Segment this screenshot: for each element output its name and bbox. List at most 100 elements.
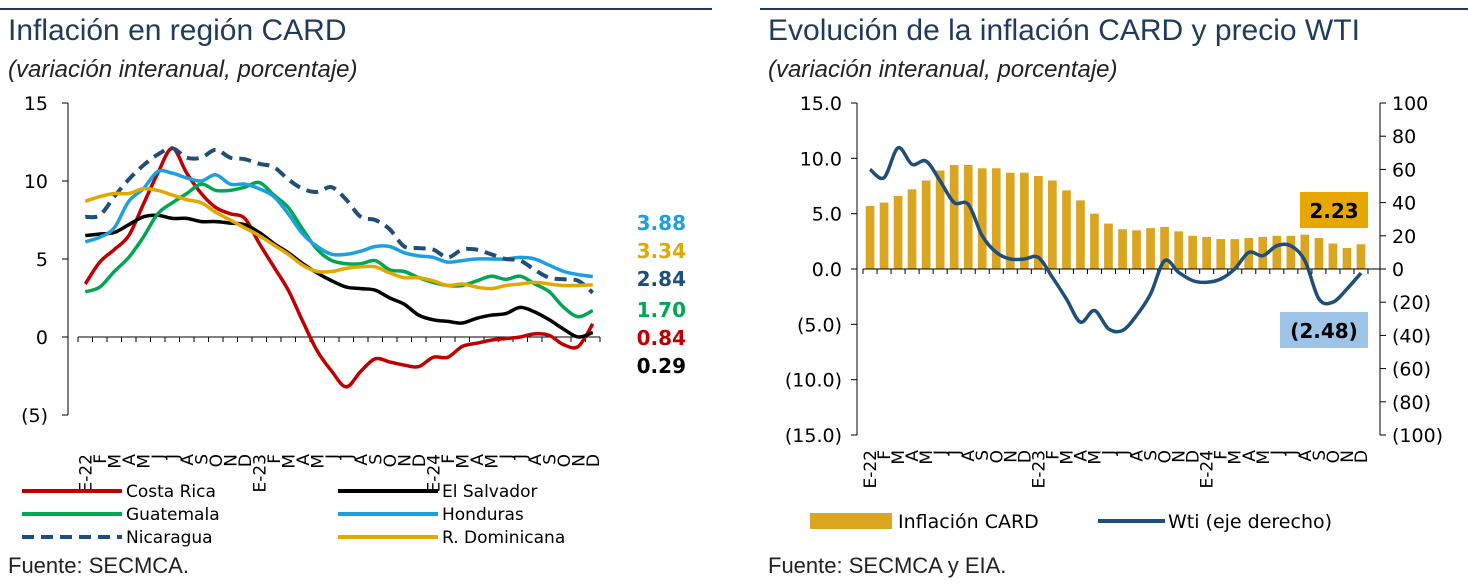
x-tick-label: J [163,454,183,460]
bar-inflacion-card [1062,190,1071,269]
right-y-tick-label: (80) [1392,392,1431,414]
bar-inflacion-card [865,205,875,269]
x-tick-label: A [1128,450,1148,462]
right-y-tick-label: (100) [1392,425,1443,447]
x-tick-label: A [1240,450,1260,462]
bar-inflacion-card [1020,172,1029,269]
x-tick-label: O [555,454,575,467]
bar-inflacion-card [1356,244,1366,269]
series-end-label: 3.88 [637,211,686,235]
y-tick-label: 15 [24,93,48,115]
bar-inflacion-card [1132,230,1141,269]
x-tick-label: O [207,454,227,467]
legend-label: Guatemala [126,505,220,525]
left-y-tick-label: 0.0 [812,259,842,281]
bar-inflacion-card [1314,238,1324,269]
x-tick-label: N [1001,450,1021,463]
x-tick-label: S [540,454,560,465]
bar-inflacion-card [1048,180,1057,269]
bar-inflacion-card [1300,234,1310,269]
x-tick-label: A [526,454,546,466]
x-tick-label: D [1184,450,1204,463]
bar-inflacion-card [1090,213,1099,269]
x-tick-label: E-23 [1029,450,1049,489]
right-y-tick-label: 20 [1392,226,1416,248]
right-y-tick-label: 60 [1392,159,1416,181]
right-y-tick-label: (20) [1392,292,1431,314]
legend-label: R. Dominicana [442,528,565,548]
x-tick-label: A [468,454,488,466]
x-tick-label: M [134,454,154,469]
x-tick-label: M [917,450,937,465]
x-tick-label: M [279,454,299,469]
x-tick-label: F [265,454,285,464]
x-tick-label: O [1156,450,1176,463]
x-tick-label: N [1170,450,1190,463]
right-panel: Evolución de la inflación CARD y precio … [760,0,1468,586]
x-tick-label: M [1254,450,1274,465]
left-y-tick-label: (15.0) [785,425,842,447]
series-line-guatemala [84,180,594,319]
left-y-tick-label: (10.0) [785,370,842,392]
bar-inflacion-card [1202,236,1211,269]
x-tick-label: F [875,450,895,460]
x-tick-label: S [1142,450,1162,461]
x-tick-label: S [1310,450,1330,461]
x-tick-label: D [1352,450,1372,463]
x-tick-label: J [931,450,951,456]
bar-inflacion-card [1342,248,1352,269]
title-rule [0,8,712,10]
x-tick-label: M [1057,450,1077,465]
bar-inflacion-card [1034,176,1043,269]
left-chart-subtitle: (variación interanual, porcentaje) [8,56,358,83]
x-tick-label: M [1226,450,1246,465]
series-line-wti [868,146,1363,334]
x-tick-label: N [569,454,589,467]
right-chart-subtitle: (variación interanual, porcentaje) [768,56,1118,83]
bar-inflacion-card [935,170,945,269]
right-y-tick-label: (60) [1392,359,1431,381]
series-line-r-dominicana [84,186,593,291]
series-end-label: 2.84 [637,267,686,291]
series-end-label: 0.84 [637,326,686,350]
x-tick-label: E-24 [424,454,444,493]
x-tick-label: O [381,454,401,467]
left-source-note: Fuente: SECMCA. [8,553,189,578]
x-tick-label: F [1212,450,1232,460]
y-tick-label: 5 [36,249,48,271]
bar-inflacion-card [921,180,931,269]
bar-inflacion-card [1286,235,1296,269]
x-tick-label: F [439,454,459,464]
x-tick-label: S [973,450,993,461]
x-tick-label: N [395,454,415,467]
bar-inflacion-card [1104,223,1113,269]
series-line-nicaragua [85,146,595,295]
x-tick-label: J [497,454,517,460]
x-tick-label: A [352,454,372,466]
bar-end-label: 2.23 [1309,199,1358,223]
bar-inflacion-card [1118,229,1127,269]
x-tick-label: M [453,454,473,469]
bar-inflacion-card [1216,239,1226,269]
right-y-tick-label: 80 [1392,126,1416,148]
x-tick-label: J [337,454,357,460]
left-y-tick-label: 15.0 [800,93,842,115]
x-tick-label: A [959,450,979,462]
left-y-tick-label: 5.0 [812,204,842,226]
y-tick-label: 10 [24,171,48,193]
x-tick-label: M [1086,450,1106,465]
right-y-tick-label: 0 [1392,259,1404,281]
x-tick-label: A [1071,450,1091,462]
end-label-box [1280,312,1368,348]
x-tick-label: S [192,454,212,465]
right-chart-plot: (15.0) (10.0) (5.0) 0.0 5.0 10.0 15.0 (100) (80)… [785,93,1443,533]
y-tick-label: (5) [21,405,48,427]
bar-inflacion-card [977,168,987,269]
bar-inflacion-card [1272,235,1282,269]
legend-label: Nicaragua [126,528,213,548]
x-tick-label: J [511,454,531,460]
x-tick-label: E-22 [861,450,881,489]
x-tick-label: M [308,454,328,469]
x-tick-label: A [294,454,314,466]
x-tick-label: J [1114,450,1134,456]
